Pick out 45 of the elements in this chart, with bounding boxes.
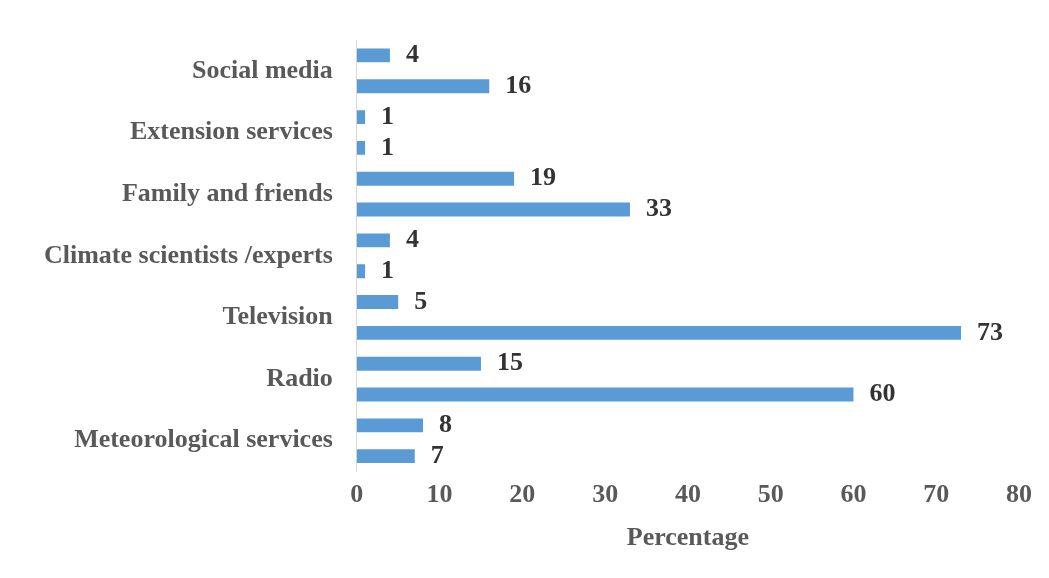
bar [356,171,515,186]
y-tick-label: Extension services [129,116,333,146]
y-tick-label: Meteorological services [74,424,333,454]
data-label: 15 [496,347,523,377]
y-tick-label: Social media [191,54,333,84]
bar [356,48,390,63]
bar [356,295,399,309]
x-tick-label: 60 [840,478,867,508]
x-tick-label: 30 [592,478,619,508]
data-label: 19 [530,162,557,192]
bar [356,449,415,464]
bar [356,202,630,217]
data-label: 60 [869,378,896,408]
bar [356,387,854,402]
bar [356,233,390,248]
data-label: 16 [505,69,532,99]
data-label: 4 [405,39,419,69]
data-label: 8 [439,409,453,439]
x-tick-label: 0 [350,478,364,508]
y-tick-label: Radio [266,362,333,392]
data-label: 1 [381,100,395,130]
bar [356,264,366,279]
data-label: 5 [414,285,428,315]
bar [356,110,366,125]
bar [356,356,481,371]
data-label: 4 [405,224,419,254]
x-tick-label: 50 [757,478,784,508]
y-tick-label: Climate scientists /experts [43,239,333,269]
x-tick-label: 80 [1006,478,1032,508]
data-label: 1 [381,131,395,161]
data-label: 7 [430,439,444,469]
x-tick-label: 40 [674,478,701,508]
x-axis-title: Percentage [626,522,750,552]
x-tick-label: 20 [509,478,536,508]
bar [356,79,490,94]
data-label: 33 [645,193,672,223]
y-tick-label: Television [222,301,334,331]
bar [356,418,424,433]
x-tick-label: 70 [923,478,950,508]
bar [356,140,366,155]
data-label: 73 [977,316,1004,346]
data-label: 1 [381,254,395,284]
x-tick-label: 10 [426,478,453,508]
y-tick-label: Family and friends [121,177,333,207]
bar [356,325,962,340]
